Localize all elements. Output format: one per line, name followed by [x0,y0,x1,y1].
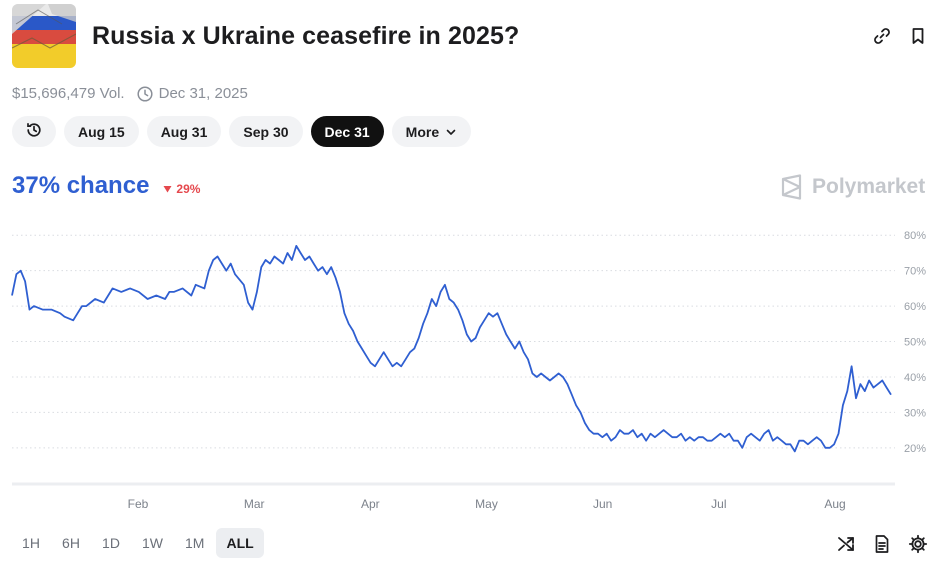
delta-value: 29% [176,182,201,196]
link-icon[interactable] [872,26,892,46]
price-chart[interactable]: 80% 70% 60% 50% 40% 30% 20% Feb Mar Apr May Jun Jul A… [0,220,935,520]
polymarket-logo: Polymarket [780,174,925,200]
range-all[interactable]: ALL [216,528,264,558]
range-6h[interactable]: 6H [62,535,80,551]
x-tick-label: Aug [824,497,845,511]
x-tick-label: Feb [128,497,149,511]
chance-value: 37% chance [12,172,150,199]
clock-icon [137,85,153,102]
history-icon [25,121,43,142]
market-meta: $15,696,479 Vol. Dec 31, 2025 [12,85,248,102]
y-tick-label: 70% [904,266,926,278]
end-date-text: Dec 31, 2025 [158,85,248,102]
x-tick-label: Mar [244,497,265,511]
market-title: Russia x Ukraine ceasefire in 2025? [92,22,520,50]
y-tick-label: 30% [904,407,926,419]
series-line [11,245,892,453]
range-1h[interactable]: 1H [22,535,40,551]
history-button[interactable] [12,116,56,147]
range-1d[interactable]: 1D [102,535,120,551]
chance-delta: 29% [163,182,200,196]
document-icon[interactable] [872,534,892,554]
y-tick-label: 20% [904,443,926,455]
polymarket-icon [781,174,802,200]
x-tick-label: Jun [593,497,612,511]
volume-text: $15,696,479 Vol. [12,85,125,102]
time-range-selector: 1H 6H 1D 1W 1M ALL [12,528,264,558]
y-tick-label: 40% [904,372,926,384]
tab-sep-30[interactable]: Sep 30 [229,116,303,147]
range-1m[interactable]: 1M [185,535,205,551]
down-triangle-icon [163,182,172,196]
range-1w[interactable]: 1W [142,535,163,551]
market-header: Russia x Ukraine ceasefire in 2025? [12,4,924,68]
y-tick-label: 50% [904,337,926,349]
brand-name: Polymarket [812,175,926,198]
x-tick-label: Apr [361,497,380,511]
bookmark-icon[interactable] [908,26,928,46]
tab-aug-15[interactable]: Aug 15 [64,116,139,147]
more-label: More [405,123,440,140]
russia-ukraine-flag-icon [12,4,76,68]
date-tabs: Aug 15 Aug 31 Sep 30 Dec 31 More [12,116,472,147]
y-tick-label: 80% [904,230,926,242]
shuffle-icon[interactable] [836,534,856,554]
y-tick-label: 60% [904,301,926,313]
chance-display: 37% chance 29% [12,172,200,200]
gear-icon[interactable] [908,534,928,554]
more-dropdown[interactable]: More [391,116,472,147]
x-tick-label: May [475,497,498,511]
x-tick-label: Jul [711,497,726,511]
chevron-down-icon [445,126,457,138]
tab-aug-31[interactable]: Aug 31 [146,116,222,147]
tab-dec-31[interactable]: Dec 31 [310,116,384,147]
